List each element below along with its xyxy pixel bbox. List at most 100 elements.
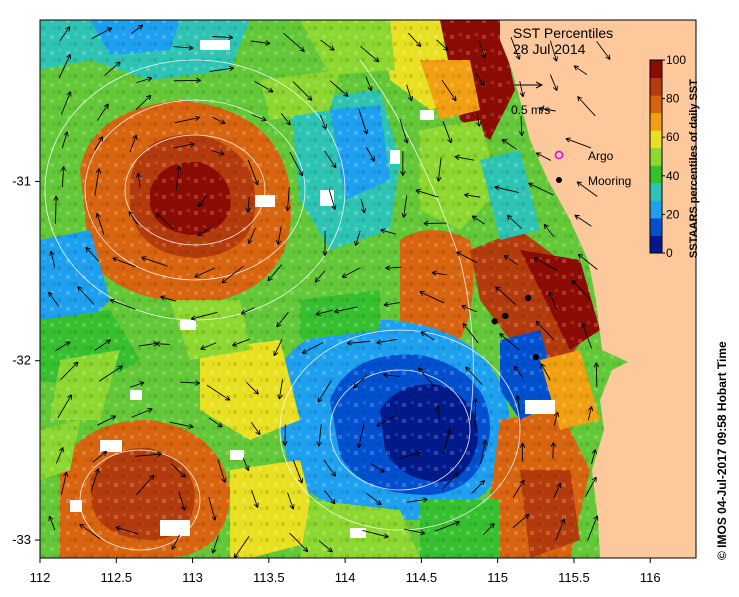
current-arrow-icon — [417, 367, 436, 388]
current-arrow-icon — [194, 267, 216, 278]
current-arrow-icon — [129, 134, 138, 153]
current-arrow-icon — [98, 365, 123, 382]
current-arrow-icon — [436, 39, 449, 51]
current-arrow-icon — [79, 523, 101, 540]
current-arrow-icon — [283, 32, 305, 52]
current-arrow-icon — [555, 518, 566, 541]
x-tick-label: 114 — [335, 570, 356, 585]
missing-data — [70, 40, 555, 538]
current-arrow-icon — [365, 146, 376, 162]
current-arrow-icon — [501, 138, 518, 150]
current-arrow-icon — [366, 492, 382, 506]
current-arrow-icon — [503, 255, 518, 265]
current-arrow-icon — [136, 474, 155, 496]
colorbar-segment — [650, 60, 662, 79]
current-arrow-icon — [231, 338, 250, 347]
colorbar-segment — [650, 77, 662, 96]
current-arrow-icon — [267, 264, 283, 282]
current-arrow-icon — [431, 270, 447, 276]
current-arrow-icon — [472, 398, 479, 427]
current-arrow-icon — [454, 154, 475, 161]
current-arrow-icon — [323, 459, 337, 477]
current-arrow-icon — [77, 286, 95, 305]
current-arrow-icon — [550, 442, 556, 459]
current-arrow-icon — [573, 65, 588, 75]
current-arrow-icon — [435, 405, 441, 421]
current-arrow-icon — [587, 515, 599, 541]
current-arrow-icon — [251, 113, 267, 122]
current-arrow-icon — [533, 257, 558, 271]
current-arrow-icon — [292, 81, 313, 101]
current-arrow-icon — [289, 151, 304, 177]
current-arrow-icon — [419, 291, 445, 304]
argo-marker-icon — [554, 150, 564, 160]
current-arrow-icon — [211, 116, 226, 125]
current-arrow-icon — [399, 451, 422, 459]
colorbar-segment — [650, 147, 662, 166]
current-arrow-icon — [251, 490, 259, 508]
current-arrow-icon — [596, 41, 611, 60]
current-arrow-icon — [131, 407, 153, 418]
current-arrow-icon — [240, 307, 255, 315]
current-arrow-icon — [346, 340, 371, 346]
current-arrow-icon — [136, 76, 153, 84]
current-arrow-icon — [206, 384, 231, 401]
current-arrow-icon — [519, 442, 526, 462]
current-arrow-icon — [571, 279, 591, 300]
current-arrow-icon — [94, 168, 102, 196]
current-arrow-icon — [512, 513, 530, 528]
current-arrow-icon — [515, 395, 521, 414]
y-tick-label: -32 — [12, 353, 31, 368]
current-arrow-icon — [316, 424, 322, 447]
sst-field — [40, 20, 696, 558]
current-arrow-icon — [245, 197, 251, 213]
current-arrow-icon — [289, 532, 309, 553]
current-arrow-icon — [136, 172, 142, 187]
current-arrow-icon — [406, 497, 428, 503]
current-arrow-icon — [474, 72, 486, 87]
current-arrow-icon — [171, 534, 180, 550]
current-arrow-icon — [95, 212, 105, 236]
current-arrow-icon — [170, 463, 186, 478]
current-arrow-icon — [323, 489, 336, 505]
plot-frame — [39, 19, 697, 559]
current-arrow-icon — [60, 361, 79, 380]
current-arrow-icon — [553, 411, 560, 426]
colorbar-tick-label: 80 — [666, 92, 680, 106]
current-arrow-icon — [360, 198, 367, 214]
current-arrow-icon — [591, 449, 597, 465]
current-arrow-icon — [221, 265, 244, 284]
current-arrow-icon — [400, 151, 406, 176]
current-arrow-icon — [423, 220, 447, 227]
current-arrow-icon — [328, 189, 337, 210]
current-arrow-icon — [549, 40, 558, 62]
current-arrow-icon — [333, 306, 358, 314]
current-arrow-icon — [94, 339, 111, 351]
colorbar-segment — [650, 182, 662, 201]
x-tick-label: 112 — [30, 570, 51, 585]
colorbar-tick-label: 20 — [666, 207, 680, 221]
current-arrow-icon — [285, 186, 291, 212]
colorbar-frame — [649, 59, 663, 254]
current-arrow-icon — [480, 439, 488, 465]
current-arrow-icon — [55, 447, 64, 464]
scale-arrow-label: 0.5 m/s — [511, 103, 550, 117]
current-arrow-icon — [169, 421, 194, 429]
current-arrow-icon — [178, 491, 186, 511]
colorbar: 0 20 40 60 80 100 — [649, 53, 686, 260]
current-arrow-icon — [61, 471, 69, 495]
current-arrow-icon — [436, 157, 442, 182]
current-arrow-icon — [129, 381, 145, 388]
map-title: SST Percentiles — [513, 25, 613, 41]
current-arrow-icon — [360, 45, 380, 63]
x-tick-label: 115.5 — [558, 570, 590, 585]
x-tick-label: 116 — [640, 570, 661, 585]
current-arrow-icon — [354, 230, 361, 247]
colorbar-segment — [650, 112, 662, 131]
current-arrow-icon — [535, 152, 552, 161]
current-arrow-icon — [48, 291, 60, 307]
current-arrow-icon — [406, 84, 413, 102]
current-arrow-icon — [383, 372, 400, 378]
colorbar-label: SSTAARS percentiles of daily SST — [688, 79, 700, 258]
